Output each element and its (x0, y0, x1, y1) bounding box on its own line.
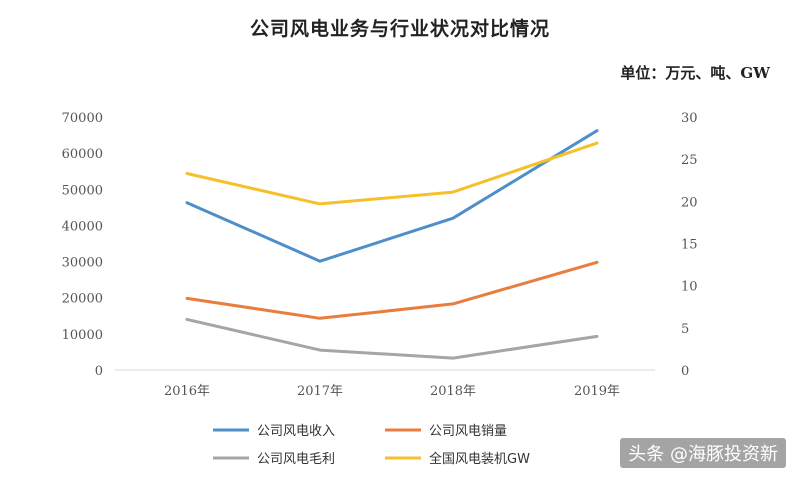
y-right-tick-label: 5 (681, 322, 689, 337)
x-tick-label: 2019年 (574, 384, 620, 399)
y-left-tick-label: 70000 (62, 111, 103, 126)
series-line-3 (185, 141, 599, 206)
y-right-tick-label: 0 (681, 364, 689, 379)
y-right-tick-label: 25 (681, 153, 698, 168)
y-left-tick-label: 40000 (62, 219, 103, 234)
series-line-1 (185, 260, 599, 320)
y-left-tick-label: 20000 (62, 292, 103, 307)
y-left-tick-label: 0 (95, 364, 103, 379)
y-right-tick-label: 15 (681, 238, 698, 253)
y-right-tick-label: 30 (681, 111, 698, 126)
legend-label: 公司风电销量 (429, 424, 507, 439)
watermark: 头条 @海豚投资新 (620, 438, 786, 468)
y-left-tick-label: 10000 (62, 328, 103, 343)
chart-title: 公司风电业务与行业状况对比情况 (249, 18, 550, 40)
y-left-tick-label: 30000 (62, 256, 103, 271)
y-right-tick-label: 20 (681, 195, 698, 210)
y-right-tick-label: 10 (681, 280, 698, 295)
x-tick-label: 2018年 (430, 384, 476, 399)
unit-label: 单位：万元、吨、GW (620, 64, 770, 82)
y-left-tick-label: 60000 (62, 147, 103, 162)
legend-label: 公司风电收入 (257, 424, 335, 439)
y-left-tick-label: 50000 (62, 183, 103, 198)
legend-label: 公司风电毛利 (257, 452, 335, 467)
series-line-2 (185, 317, 599, 360)
x-tick-label: 2016年 (164, 384, 210, 399)
x-tick-label: 2017年 (297, 384, 343, 399)
legend-label: 全国风电装机GW (429, 451, 530, 467)
series-line-0 (185, 129, 599, 263)
